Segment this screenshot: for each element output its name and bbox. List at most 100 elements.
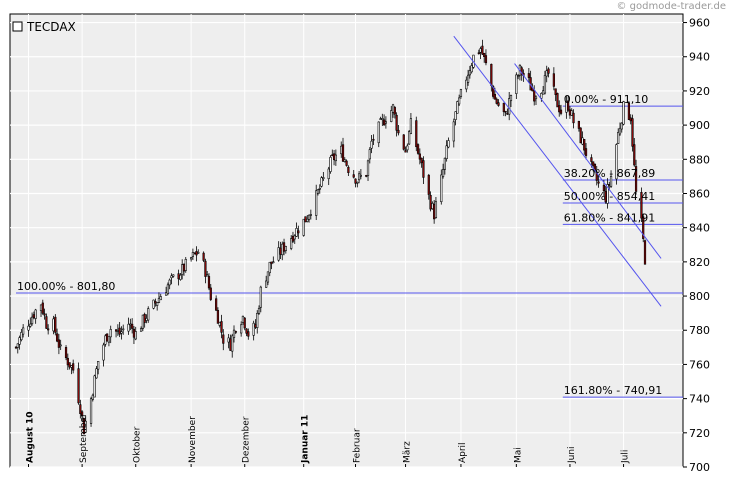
candle-body bbox=[159, 296, 162, 301]
candle-body bbox=[181, 264, 184, 275]
candle-body bbox=[370, 140, 373, 149]
candle-body bbox=[104, 335, 107, 345]
candle-body bbox=[307, 214, 311, 220]
candle-body bbox=[434, 201, 438, 219]
candle-body bbox=[122, 328, 125, 331]
candle-body bbox=[191, 251, 195, 257]
candle-body bbox=[245, 328, 248, 334]
candle-body bbox=[609, 176, 613, 187]
candle-body bbox=[141, 314, 144, 329]
candle-body bbox=[202, 252, 205, 261]
y-tick-label: 860 bbox=[689, 187, 710, 200]
candle-body bbox=[266, 271, 270, 283]
candle-body bbox=[277, 247, 280, 261]
candle-body bbox=[234, 331, 237, 333]
x-tick-label: Mai bbox=[513, 447, 523, 463]
axes: 700 720 740 760 780 800 820 840 860 880 900 920 940 9… bbox=[26, 17, 710, 474]
x-tick-label: Dezember bbox=[242, 416, 252, 463]
candle-body bbox=[134, 331, 137, 340]
candle-body bbox=[397, 129, 400, 134]
candle-body bbox=[77, 368, 80, 404]
candle-body bbox=[329, 156, 332, 172]
candle-body bbox=[145, 318, 148, 321]
candle-body bbox=[395, 114, 398, 131]
candle-body bbox=[177, 273, 180, 280]
candle-body bbox=[182, 263, 186, 272]
candle-body bbox=[618, 127, 622, 135]
candle-body bbox=[84, 420, 87, 433]
candle-body bbox=[390, 110, 393, 122]
candle-body bbox=[127, 323, 130, 332]
candle-body bbox=[545, 70, 548, 77]
candle-body bbox=[206, 274, 209, 277]
candle-body bbox=[379, 118, 382, 120]
candle-body bbox=[502, 102, 505, 113]
candle-body bbox=[631, 118, 634, 147]
candle-body bbox=[132, 328, 136, 338]
candle-body bbox=[220, 321, 223, 333]
candle-body bbox=[381, 118, 384, 121]
candle-body bbox=[39, 304, 43, 312]
candle-body bbox=[617, 132, 620, 144]
candle-body bbox=[297, 230, 300, 234]
candle-body bbox=[157, 298, 161, 303]
candle-body bbox=[468, 70, 471, 76]
candle-body bbox=[143, 313, 146, 323]
candle-body bbox=[68, 362, 71, 368]
candle-body bbox=[642, 216, 645, 239]
candle-body bbox=[190, 257, 193, 260]
candle-body bbox=[347, 166, 350, 173]
candle-body bbox=[316, 189, 320, 194]
candle-body bbox=[534, 96, 538, 100]
y-tick-label: 760 bbox=[689, 358, 710, 371]
candle-body bbox=[456, 101, 459, 114]
candle-body bbox=[195, 251, 198, 256]
candle-body bbox=[429, 194, 432, 210]
x-tick-label: April bbox=[458, 442, 468, 463]
candle-body bbox=[66, 357, 69, 366]
candle-body bbox=[418, 153, 421, 160]
candle-body bbox=[109, 329, 112, 338]
candle-body bbox=[332, 153, 336, 161]
candle-body bbox=[302, 218, 305, 236]
fib-level-label: 161.80% - 740,91 bbox=[564, 384, 662, 397]
candle-body bbox=[215, 298, 218, 311]
candle-body bbox=[420, 157, 423, 164]
candle-body bbox=[633, 144, 636, 166]
candle-body bbox=[91, 394, 94, 400]
candle-body bbox=[216, 310, 220, 324]
candle-body bbox=[441, 169, 445, 177]
candle-body bbox=[343, 159, 346, 162]
grid-lines bbox=[10, 14, 683, 468]
candle-body bbox=[470, 65, 473, 73]
candle-body bbox=[54, 316, 57, 333]
candle-body bbox=[415, 120, 418, 148]
candle-body bbox=[454, 111, 457, 120]
candle-body bbox=[508, 98, 511, 115]
candle-body bbox=[458, 97, 461, 105]
y-tick-label: 940 bbox=[689, 51, 710, 64]
candle-body bbox=[340, 145, 343, 155]
candle-body bbox=[517, 75, 520, 78]
candle-body bbox=[41, 302, 44, 314]
trendlines bbox=[453, 35, 662, 307]
x-tick-label: Februar bbox=[353, 428, 363, 463]
candle-body bbox=[384, 121, 387, 124]
fib-level-label: 38.20% - 867,89 bbox=[564, 167, 655, 180]
candle-body bbox=[184, 259, 187, 271]
candle-body bbox=[447, 140, 450, 148]
candle-body bbox=[354, 178, 357, 184]
candle-body bbox=[270, 261, 273, 265]
candle-body bbox=[481, 45, 484, 55]
candle-body bbox=[527, 73, 530, 78]
fib-labels: 0.00% - 911,10 38.20% - 867,89 50.00% - 85… bbox=[17, 93, 662, 397]
trendline bbox=[453, 35, 662, 307]
candle-body bbox=[606, 184, 609, 204]
candle-body bbox=[391, 104, 395, 113]
candle-body bbox=[602, 184, 606, 192]
candle-body bbox=[629, 117, 632, 122]
candle-body bbox=[597, 181, 600, 184]
candle-body bbox=[279, 247, 282, 255]
candle-body bbox=[356, 181, 359, 184]
